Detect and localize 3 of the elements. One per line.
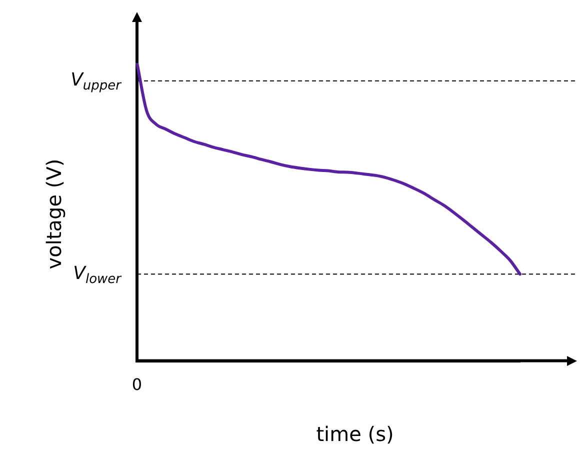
y-axis-title: voltage (V): [42, 158, 66, 270]
text: 0: [132, 374, 142, 394]
x-axis-title: time (s): [316, 422, 394, 446]
